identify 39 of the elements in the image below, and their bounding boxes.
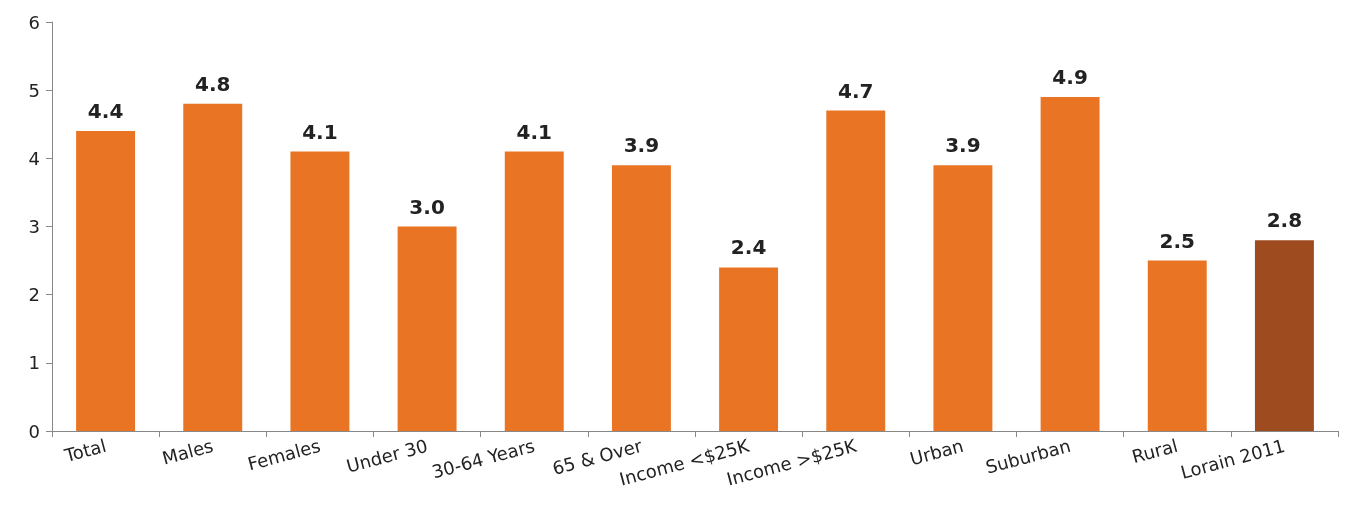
bar — [504, 151, 564, 431]
x-tick-label: Lorain 2011 — [1178, 434, 1288, 483]
data-label: 3.9 — [945, 133, 981, 158]
data-label: 2.4 — [730, 235, 767, 260]
data-label: 2.8 — [1266, 208, 1303, 233]
y-tick-label: 4 — [28, 147, 40, 169]
x-tick-label: Males — [159, 434, 216, 469]
y-tick-label: 3 — [28, 216, 40, 237]
x-tick-label: Rural — [1129, 434, 1180, 468]
bar — [826, 110, 886, 431]
y-tick-label: 5 — [28, 79, 40, 101]
x-tick-label: Females — [245, 434, 323, 475]
bar — [183, 103, 243, 431]
x-tick-label: 30-64 Years — [429, 434, 537, 483]
bar — [1254, 240, 1314, 431]
data-label: 4.8 — [195, 71, 231, 96]
data-label: 2.5 — [1159, 228, 1195, 253]
data-label: 4.1 — [516, 119, 552, 144]
data-label: 3.9 — [623, 133, 660, 158]
bar — [397, 226, 457, 431]
data-label: 4.9 — [1052, 64, 1088, 89]
bar — [76, 131, 136, 431]
data-label: 4.4 — [87, 99, 124, 124]
y-tick-label: 0 — [28, 420, 40, 442]
bar — [1040, 96, 1100, 431]
bar — [719, 267, 779, 431]
bar — [1147, 260, 1207, 431]
y-tick-label: 6 — [28, 11, 40, 33]
bar — [290, 151, 350, 431]
x-tick-label: Under 30 — [344, 434, 430, 477]
bar — [611, 165, 671, 431]
y-tick-label: 2 — [28, 284, 40, 306]
data-label: 4.1 — [302, 119, 338, 144]
x-tick-label: Total — [61, 434, 109, 467]
x-tick-label: Urban — [907, 434, 966, 470]
y-tick-label: 1 — [28, 352, 40, 374]
bar — [933, 165, 993, 431]
data-label: 4.7 — [838, 78, 874, 103]
data-label: 3.0 — [409, 194, 445, 219]
